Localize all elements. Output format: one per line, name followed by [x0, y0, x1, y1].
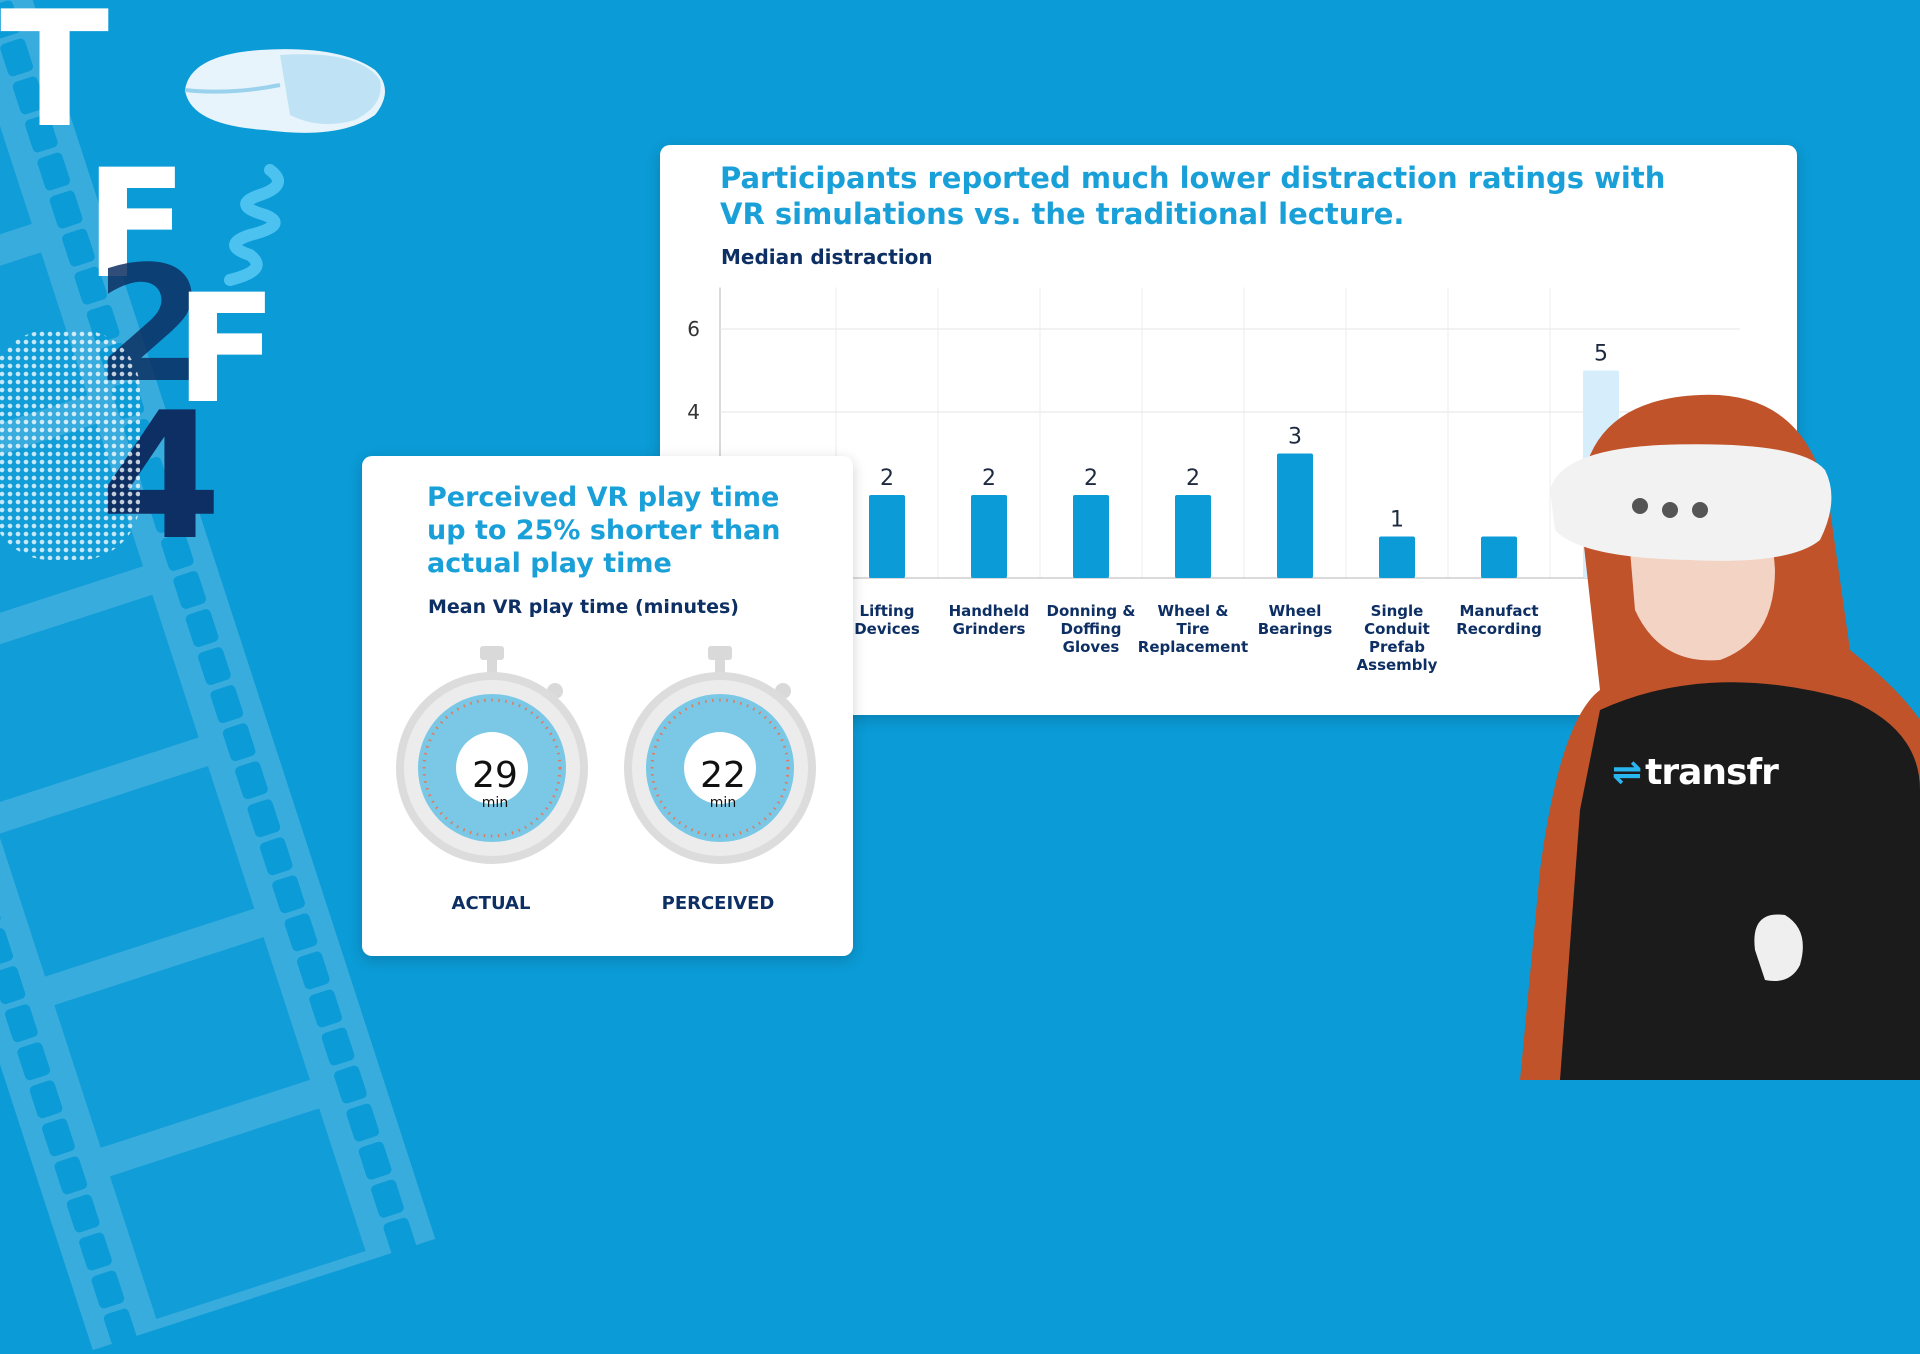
film-hole-decoration — [295, 950, 331, 991]
play-time-title: Perceived VR play time up to 25% shorter… — [427, 482, 781, 579]
bar-value-label: 2 — [1084, 466, 1098, 491]
x-category-label: Lifting — [860, 602, 915, 620]
transfr-brand-name: transfr — [1645, 752, 1779, 793]
film-hole-decoration — [0, 926, 15, 968]
bar — [1379, 536, 1415, 578]
stopwatch-actual-unit: min — [481, 795, 509, 811]
play-time-subtitle: Mean VR play time (minutes) — [428, 596, 739, 618]
vr-headset-illustration — [184, 49, 385, 133]
film-hole-decoration — [332, 1064, 368, 1105]
x-category-label: Tire — [1177, 620, 1210, 638]
film-hole-decoration — [221, 721, 257, 763]
y-tick-label: 6 — [687, 317, 700, 341]
chart-title: Participants reported much lower distrac… — [720, 161, 1666, 231]
x-category-label: Replacement — [1138, 638, 1248, 656]
x-category-label: Manufact — [1459, 602, 1538, 620]
x-category-label: Conduit — [1364, 620, 1430, 638]
stopwatch-perceived: 22 min — [620, 646, 820, 866]
film-hole-decoration — [90, 1269, 126, 1310]
stopwatch-actual: 29 min — [392, 646, 592, 866]
film-hole-decoration — [16, 1041, 52, 1082]
film-frame-decoration — [54, 937, 310, 1148]
y-tick-label: 4 — [687, 400, 700, 424]
film-frame-decoration — [0, 765, 255, 977]
stopwatch-perceived-value: 22 — [700, 755, 746, 796]
stopwatch-actual-label: ACTUAL — [451, 893, 531, 914]
film-hole-decoration — [77, 1231, 114, 1272]
bar-value-label: 1 — [1390, 508, 1404, 533]
logo-letter-t: T — [0, 0, 110, 163]
film-hole-decoration — [270, 874, 307, 915]
bar — [869, 495, 905, 578]
film-frame-decoration — [109, 1108, 366, 1319]
transfr-arrows-icon: ⇌ — [1612, 752, 1642, 793]
spring-coil-decoration — [224, 164, 284, 286]
film-hole-decoration — [308, 988, 344, 1029]
bar — [971, 495, 1007, 578]
x-category-label: Doffing — [1061, 620, 1122, 638]
bar-value-label: 2 — [982, 466, 996, 491]
stopwatch-perceived-unit: min — [709, 795, 737, 811]
logo-letter-f: F — [85, 138, 188, 312]
chart-subtitle: Median distraction — [721, 245, 933, 269]
film-hole-decoration — [233, 760, 270, 801]
film-frame-decoration — [0, 594, 199, 806]
film-hole-decoration — [0, 888, 2, 930]
stopwatch-actual-value: 29 — [472, 755, 518, 796]
x-category-label: Donning & — [1047, 602, 1136, 620]
film-hole-decoration — [369, 1178, 406, 1219]
dotted-pattern-decoration — [0, 330, 140, 560]
bar-value-label: 2 — [880, 466, 894, 491]
film-hole-decoration — [48, 189, 84, 230]
stopwatch-icon — [624, 646, 816, 864]
x-category-label: Wheel — [1269, 602, 1322, 620]
x-category-label: Handheld — [949, 602, 1030, 620]
film-hole-decoration — [320, 1026, 356, 1067]
film-hole-decoration — [102, 1307, 138, 1348]
x-category-label: Wheel & — [1157, 602, 1228, 620]
film-hole-decoration — [345, 1102, 381, 1143]
film-hole-decoration — [382, 1216, 418, 1257]
film-hole-decoration — [0, 965, 27, 1006]
bar-value-label: 3 — [1288, 425, 1302, 450]
film-hole-decoration — [246, 798, 282, 839]
bar-value-label: 2 — [1186, 466, 1200, 491]
film-hole-decoration — [3, 1003, 39, 1044]
film-hole-decoration — [28, 1079, 64, 1120]
play-time-card: Perceived VR play time up to 25% shorter… — [362, 456, 853, 956]
bar-value-label: 5 — [1594, 342, 1608, 367]
film-hole-decoration — [258, 836, 294, 877]
x-category-label: Single — [1371, 602, 1424, 620]
film-hole-decoration — [65, 1193, 101, 1234]
bar — [1481, 536, 1517, 578]
bar — [1277, 453, 1313, 578]
film-hole-decoration — [209, 683, 245, 725]
film-hole-decoration — [196, 645, 233, 687]
logo-letter-f-second: F — [175, 263, 278, 437]
x-category-label: Grinders — [953, 620, 1026, 638]
film-hole-decoration — [357, 1140, 393, 1181]
x-category-label: Gloves — [1063, 638, 1120, 656]
film-hole-decoration — [53, 1155, 89, 1196]
film-hole-decoration — [184, 607, 220, 649]
bar — [1175, 495, 1211, 578]
person-with-vr-headset-photo — [1520, 394, 1920, 1080]
stopwatch-perceived-label: PERCEIVED — [661, 893, 775, 914]
x-category-label: Bearings — [1258, 620, 1333, 638]
x-category-label: Recording — [1456, 620, 1542, 638]
x-category-label: Prefab — [1369, 638, 1425, 656]
stopwatch-icon — [396, 646, 588, 864]
x-category-label: Assembly — [1357, 656, 1438, 674]
transfr-brand-logo: ⇌ transfr — [1612, 752, 1779, 793]
film-hole-decoration — [283, 912, 319, 953]
x-category-label: Devices — [854, 620, 920, 638]
film-hole-decoration — [40, 1117, 77, 1158]
bar — [1073, 495, 1109, 578]
